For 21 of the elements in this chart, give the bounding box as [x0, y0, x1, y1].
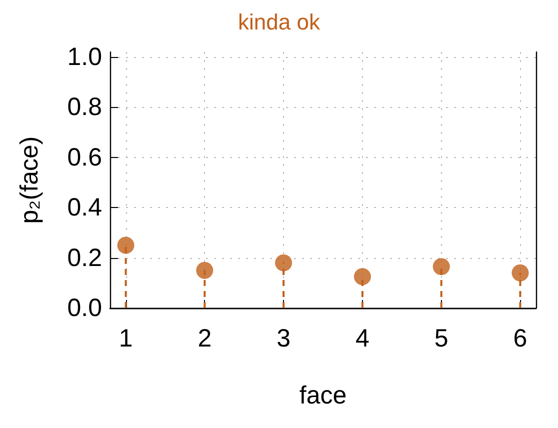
x-tick-label: 1: [118, 324, 133, 352]
point: [354, 268, 371, 286]
point: [432, 258, 450, 276]
x-tick-label: 4: [355, 324, 370, 352]
y-tick-label: 0.2: [67, 244, 102, 272]
x-tick-label: 6: [513, 324, 528, 352]
y-tick-label: 0.0: [67, 294, 102, 322]
x-tick-label: 5: [434, 324, 448, 352]
y-axis-title: p₂(face): [16, 136, 44, 224]
y-tick-label: 0.4: [67, 194, 102, 222]
x-tick-label: 3: [276, 324, 291, 352]
x-axis-title: face: [299, 382, 347, 410]
point: [275, 254, 292, 272]
x-tick-label: 2: [198, 324, 212, 352]
y-tick-label: 0.6: [67, 143, 102, 172]
point: [117, 236, 134, 254]
chart-title: kinda ok: [238, 10, 321, 34]
point: [512, 264, 529, 282]
point: [196, 262, 214, 279]
y-tick-label: 0.8: [67, 93, 102, 122]
y-tick-label: 1.0: [67, 43, 102, 72]
